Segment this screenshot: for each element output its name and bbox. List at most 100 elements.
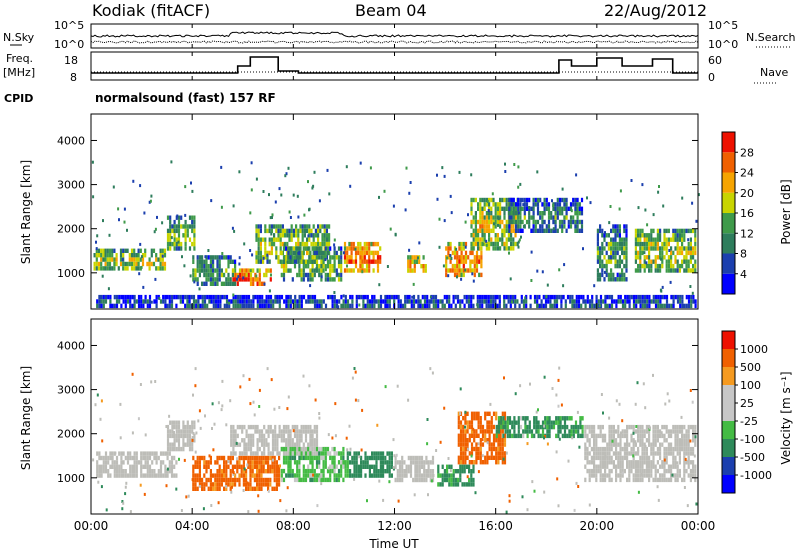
colorbar-tick-label: 25 <box>740 397 754 410</box>
echo-cell <box>541 420 545 425</box>
echo-cell <box>216 264 219 269</box>
echo-cell <box>648 246 651 251</box>
echo-cell <box>311 268 314 273</box>
echo-cell <box>113 460 116 465</box>
echo-cell <box>292 250 295 256</box>
echo-cell <box>320 255 323 260</box>
echo-cell <box>572 215 575 220</box>
echo-cell <box>320 246 323 251</box>
echo-cell <box>681 228 684 234</box>
echo-cell <box>126 261 129 267</box>
y-tick-label: 4000 <box>57 134 85 147</box>
echo-cell <box>645 261 648 265</box>
echo-cell <box>97 248 101 253</box>
echo-cell <box>274 294 277 300</box>
echo-cell <box>625 259 628 264</box>
echo-cell <box>494 211 497 216</box>
echo-cell <box>191 438 194 442</box>
echo-cell <box>247 438 250 443</box>
echo-cell <box>291 468 294 474</box>
echo-cell <box>459 473 462 478</box>
echo-cell <box>208 454 211 458</box>
echo-cell <box>492 446 496 452</box>
echo-cell <box>596 228 599 234</box>
echo-cell <box>554 206 557 211</box>
echo-cell <box>434 294 438 300</box>
echo-cell <box>361 270 364 274</box>
echo-cell <box>656 241 659 247</box>
echo-cell <box>372 255 375 260</box>
echo-cell <box>650 259 653 264</box>
echo-cell <box>559 424 562 430</box>
echo-cell <box>481 206 484 211</box>
echo-cell <box>628 464 631 469</box>
echo-cell <box>547 206 551 211</box>
echo-cell <box>543 228 546 233</box>
echo-cell <box>144 464 147 469</box>
echo-cell <box>517 416 520 421</box>
echo-cell <box>349 473 352 478</box>
echo-cell <box>255 228 258 234</box>
echo-cell <box>454 482 457 487</box>
echo-cell <box>229 281 232 286</box>
echo-cell <box>247 455 250 461</box>
echo-cell <box>584 455 587 461</box>
echo-cell <box>654 442 657 447</box>
echo-cell <box>661 263 664 269</box>
echo-cell <box>267 294 270 300</box>
echo-cell <box>313 250 316 256</box>
echo-cell <box>122 294 125 300</box>
echo-cell <box>170 236 173 240</box>
echo-cell <box>473 411 476 416</box>
echo-cell <box>570 209 573 213</box>
echo-cell <box>550 215 553 220</box>
echo-cell <box>604 460 607 465</box>
echo-cell <box>377 455 380 461</box>
echo-cell <box>285 294 288 300</box>
echo-cell <box>124 299 127 304</box>
echo-cell <box>304 468 308 474</box>
echo-cell <box>672 460 675 465</box>
echo-cell <box>273 224 276 229</box>
echo-cell <box>681 429 684 434</box>
echo-cell <box>268 224 271 229</box>
echo-cell <box>361 259 364 264</box>
echo-cell <box>94 403 97 407</box>
echo-cell <box>245 272 248 278</box>
echo-cell <box>298 464 301 469</box>
echo-cell <box>298 451 301 456</box>
echo-cell <box>544 424 547 430</box>
echo-cell <box>665 294 669 300</box>
echo-cell <box>497 446 500 452</box>
echo-cell <box>512 197 515 203</box>
echo-cell <box>525 197 529 203</box>
echo-cell <box>503 442 507 447</box>
echo-cell <box>678 438 681 443</box>
colorbar-segment <box>722 475 735 493</box>
echo-cell <box>188 246 192 251</box>
echo-cell <box>437 464 440 469</box>
echo-cell <box>184 224 187 229</box>
echo-cell <box>98 455 101 461</box>
colorbar-segment <box>722 421 735 439</box>
echo-cell <box>569 202 573 207</box>
echo-cell <box>376 255 380 260</box>
echo-cell <box>694 473 697 478</box>
echo-cell <box>420 464 424 469</box>
echo-cell <box>234 264 237 269</box>
echo-cell <box>480 259 483 264</box>
x-tick-label: 08:00 <box>276 519 311 533</box>
echo-cell <box>129 464 132 469</box>
echo-cell <box>249 442 253 447</box>
echo-cell <box>315 433 319 439</box>
echo-cell <box>513 429 516 434</box>
echo-cell <box>158 297 161 300</box>
echo-cell <box>670 303 673 309</box>
echo-cell <box>300 477 303 483</box>
echo-cell <box>625 233 628 238</box>
echo-cell <box>129 473 132 478</box>
echo-cell <box>191 478 194 482</box>
echo-cell <box>257 237 260 242</box>
echo-cell <box>561 224 564 229</box>
echo-cell <box>173 446 176 452</box>
